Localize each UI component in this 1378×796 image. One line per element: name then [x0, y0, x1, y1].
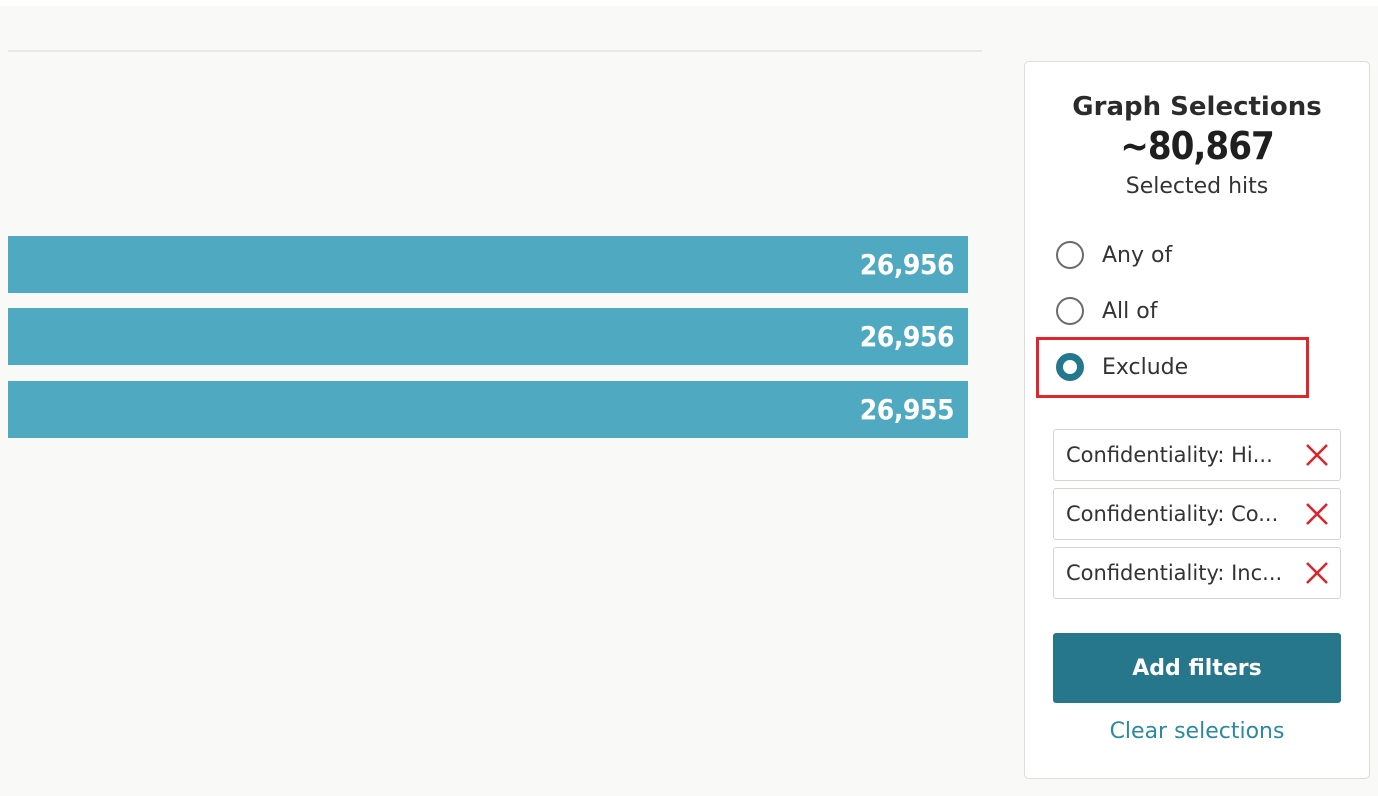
divider: [8, 50, 982, 52]
clear-selections-link[interactable]: Clear selections: [1109, 719, 1285, 744]
filter-chip-label: Confidentiality: Hi...: [1066, 443, 1273, 467]
filter-chip-label: Confidentiality: Inc...: [1066, 561, 1283, 585]
bar[interactable]: 26,955: [8, 381, 968, 438]
radio-exclude[interactable]: Exclude: [1056, 352, 1188, 382]
filter-chip: Confidentiality: Hi...: [1053, 429, 1341, 481]
radio-label: Exclude: [1102, 354, 1189, 380]
panel-title: Graph Selections: [1072, 92, 1322, 122]
bar-value-label: 26,956: [859, 320, 955, 353]
radio-button[interactable]: [1056, 241, 1084, 269]
filter-chip: Confidentiality: Co...: [1053, 488, 1341, 540]
close-icon[interactable]: [1302, 558, 1332, 588]
add-filters-button[interactable]: Add filters: [1053, 633, 1341, 703]
close-icon[interactable]: [1302, 499, 1332, 529]
radio-label: All of: [1102, 298, 1158, 324]
bar-value-label: 26,956: [859, 248, 955, 281]
radio-label: Any of: [1102, 242, 1173, 268]
selected-hits-count: ~80,867: [1120, 124, 1275, 168]
close-icon[interactable]: [1302, 440, 1332, 470]
filter-chip-label: Confidentiality: Co...: [1066, 502, 1279, 526]
bar-value-label: 26,955: [859, 393, 955, 426]
radio-button[interactable]: [1056, 297, 1084, 325]
radio-button-selected[interactable]: [1056, 353, 1084, 381]
radio-all-of[interactable]: All of: [1056, 296, 1157, 326]
bar[interactable]: 26,956: [8, 236, 968, 293]
filter-chip: Confidentiality: Inc...: [1053, 547, 1341, 599]
highlight-box: [1036, 337, 1309, 398]
radio-any-of[interactable]: Any of: [1056, 240, 1172, 270]
selected-hits-label: Selected hits: [1125, 174, 1269, 199]
bar[interactable]: 26,956: [8, 308, 968, 365]
